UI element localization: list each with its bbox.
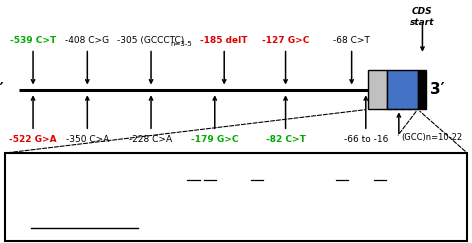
Text: 5′: 5′ [0, 82, 5, 97]
Text: -127 G>C: -127 G>C [262, 36, 309, 45]
Text: A: A [339, 170, 345, 179]
Text: GCTGCCACTGCTACC: GCTGCCACTGCTACC [46, 218, 119, 227]
Text: -350 C>A: -350 C>A [66, 135, 109, 144]
Text: (GCC)n=10-22: (GCC)n=10-22 [401, 133, 463, 142]
Text: n=3-5: n=3-5 [171, 41, 193, 47]
Text: -27: -27 [336, 153, 349, 162]
Text: C: C [191, 170, 196, 179]
Text: -539 C>T: -539 C>T [10, 36, 56, 45]
Text: CDS
start: CDS start [410, 7, 435, 27]
Text: -46-43: -46-43 [187, 153, 214, 162]
Text: -66 to -16: -66 to -16 [344, 135, 388, 144]
Text: -37: -37 [250, 153, 264, 162]
Text: -408 C>G: -408 C>G [65, 36, 110, 45]
Bar [5, 153, 467, 241]
Text: -68 C>T: -68 C>T [333, 36, 370, 45]
Text: G: G [377, 170, 383, 179]
Text: -305 (GCCCTC): -305 (GCCCTC) [118, 36, 185, 45]
Text: -228 C>A: -228 C>A [129, 135, 173, 144]
Text: GCTGCCGCCGCCGCCGCCGCTGCCGCCGCCGCCGCCGCCGCCGCCACCGCC: GCTGCCGCCGCCGCCGCCGCTGCCGCCGCCGCCGCCGCCG… [112, 188, 360, 197]
Text: T: T [254, 170, 260, 179]
Text: 3′: 3′ [430, 82, 444, 97]
Bar [387, 70, 418, 109]
Bar [418, 70, 426, 109]
Bar [368, 70, 387, 109]
Text: -522 G>A: -522 G>A [9, 135, 57, 144]
Text: -185 delT: -185 delT [201, 36, 248, 45]
Text: -21: -21 [373, 153, 387, 162]
Text: -179 G>C: -179 G>C [191, 135, 238, 144]
Text: -82 C>T: -82 C>T [266, 135, 305, 144]
Text: T: T [207, 170, 213, 179]
